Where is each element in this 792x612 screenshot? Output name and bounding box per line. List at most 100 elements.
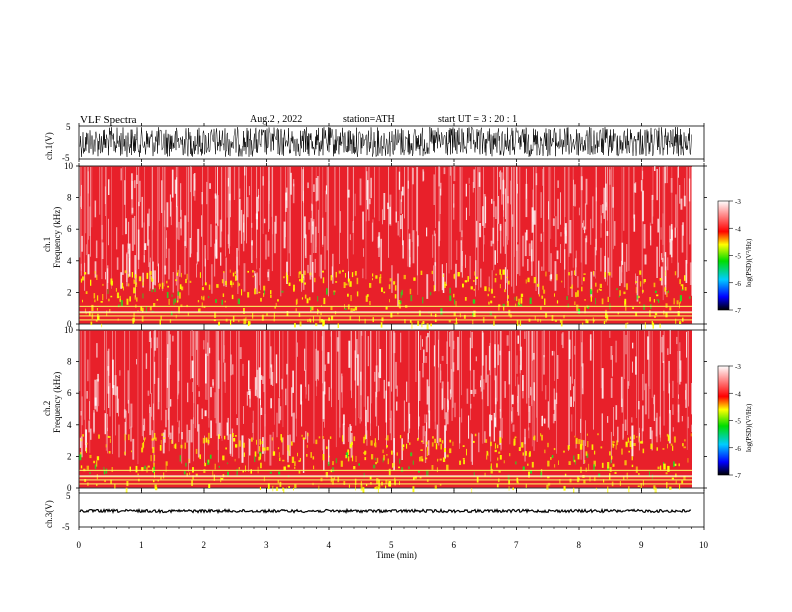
spectrogram-cell: [304, 348, 306, 371]
spectrogram-cell: [238, 320, 240, 323]
spectrogram-cell: [462, 283, 464, 288]
spectrogram-cell: [103, 469, 106, 475]
spectrogram-cell: [225, 167, 226, 257]
spectrogram-cell: [589, 289, 593, 295]
spectrogram-cell: [475, 260, 477, 286]
spectrogram-cell: [466, 388, 469, 404]
spectrogram-cell: [120, 272, 123, 289]
spectrogram-cell: [226, 462, 229, 465]
spectrogram-cell: [509, 331, 511, 445]
spectrogram-cell: [281, 378, 283, 390]
spectrogram-cell: [141, 316, 144, 322]
spectrogram-cell: [585, 451, 588, 456]
spectrogram-cell: [422, 169, 424, 182]
spectrogram-cell: [150, 331, 151, 394]
spectrogram-cell: [375, 462, 377, 465]
spectrogram-cell: [235, 275, 237, 281]
spectrogram-cell: [674, 271, 677, 276]
spectrogram-cell: [256, 167, 258, 270]
spectrogram-cell: [254, 451, 257, 457]
spectrogram-cell: [315, 439, 318, 445]
ch2-spectrogram-ylabel: Frequency (kHz): [52, 372, 62, 433]
spectrogram-cell: [511, 411, 513, 424]
spectrogram-cell: [610, 346, 613, 360]
spectrogram-cell: [533, 436, 535, 440]
spectrogram-cell: [681, 480, 684, 484]
spectrogram-cell: [248, 390, 251, 395]
spectrogram-cell: [299, 271, 302, 275]
spectrogram-cell: [649, 297, 651, 302]
spectrogram-cell: [528, 406, 531, 423]
spectrogram-cell: [638, 331, 639, 443]
spectrogram-cell: [333, 290, 336, 293]
spectrogram-cell: [686, 331, 687, 358]
spectrogram-cell: [633, 214, 636, 232]
spectrogram-cell: [266, 446, 269, 451]
spectrogram-cell: [653, 394, 656, 421]
spectrogram-cell: [125, 487, 128, 494]
spectrogram-cell: [307, 432, 309, 437]
time-tick-label: 7: [514, 540, 519, 550]
spectrogram-cell: [315, 178, 318, 202]
spectrogram-cell: [430, 323, 432, 327]
spectrogram-cell: [153, 454, 156, 461]
spectrogram-cell: [631, 417, 633, 423]
spectrogram-cell: [636, 276, 639, 302]
spectrogram-cell: [661, 253, 663, 260]
spectrogram-cell: [281, 290, 284, 293]
spectrogram-cell: [484, 472, 486, 477]
spectrogram-cell: [633, 443, 636, 446]
spectrogram-cell: [414, 476, 417, 479]
spectrogram-cell: [399, 306, 401, 309]
spectrogram-cell: [425, 336, 428, 353]
spectrogram-cell: [236, 331, 237, 415]
spectrogram-cell: [186, 167, 187, 248]
spectrogram-cell: [599, 283, 602, 288]
spectrogram-cell: [270, 364, 273, 385]
spectrogram-cell: [525, 168, 527, 199]
spectrogram-cell: [300, 384, 302, 405]
spectrogram-cell: [138, 167, 140, 270]
spectrogram-cell: [270, 294, 272, 298]
spectrogram-cell: [326, 288, 328, 295]
spectrogram-cell: [586, 433, 588, 436]
spectrogram-cell: [436, 424, 438, 444]
spectrogram-cell: [528, 471, 530, 478]
spectrogram-cell: [230, 280, 233, 286]
spectrogram-cell: [258, 456, 260, 461]
spectrogram-cell: [109, 309, 111, 312]
spectrogram-cell: [470, 286, 473, 290]
spectrogram-cell: [358, 316, 360, 322]
spectrogram-cell: [465, 183, 467, 197]
spectrogram-cell: [141, 447, 144, 453]
spectrogram-cell: [378, 425, 379, 441]
spectrogram-cell: [354, 466, 356, 469]
spectrogram-cell: [649, 310, 651, 317]
ch1-ytick-top: 5: [66, 122, 71, 132]
spectrogram-cell: [568, 272, 570, 276]
spectrogram-cell: [564, 167, 565, 288]
spectrogram-cell: [158, 331, 160, 402]
spectrogram-cell: [690, 433, 692, 437]
spectrogram-cell: [177, 291, 180, 296]
spectrogram-cell: [318, 167, 320, 277]
spectrogram-cell: [514, 438, 516, 442]
spectrogram-cell: [494, 250, 496, 265]
spectrogram-cell: [232, 316, 235, 322]
spectrogram-cell: [631, 464, 634, 468]
spectrogram-cell: [497, 331, 498, 402]
spectrogram-cell: [86, 465, 89, 470]
spectrogram-cell: [499, 455, 502, 460]
spectrogram-cell: [644, 383, 647, 415]
spectrogram-cell: [233, 166, 236, 200]
spectrogram-cell: [543, 418, 546, 424]
spectrogram-cell: [421, 322, 423, 328]
spectrogram-cell: [294, 323, 296, 328]
spectrogram-cell: [188, 458, 190, 463]
spectrogram-cell: [543, 330, 545, 358]
spectrogram-cell: [208, 331, 210, 418]
spectrogram-cell: [231, 294, 234, 300]
spectrogram-cell: [119, 370, 121, 376]
spectrogram-cell: [502, 417, 503, 439]
spectrogram-cell: [133, 287, 136, 294]
